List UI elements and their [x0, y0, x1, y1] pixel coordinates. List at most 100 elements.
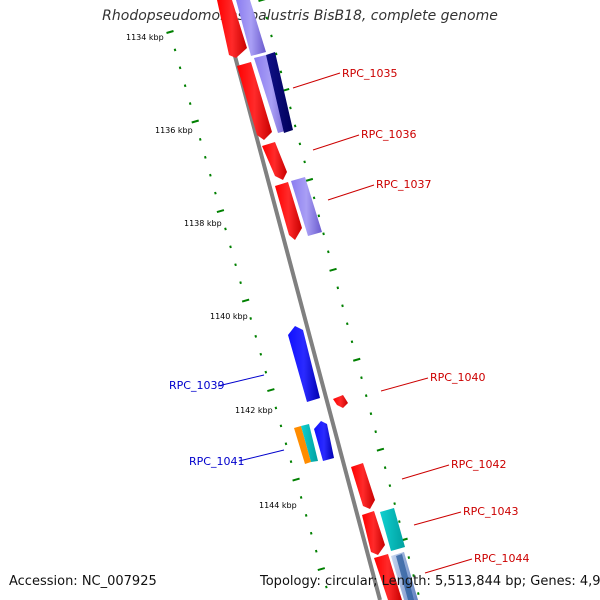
ruler-minor-tick [239, 281, 242, 285]
ruler-minor-tick [279, 70, 283, 74]
gene-feature[interactable] [333, 395, 348, 408]
ruler-minor-tick [229, 245, 232, 249]
ruler-major-tick [166, 30, 174, 34]
ruler-minor-tick [350, 340, 354, 344]
ruler-minor-tick [249, 317, 252, 320]
ruler-minor-tick [360, 376, 363, 380]
gene-feature[interactable] [314, 421, 334, 461]
gene-feature[interactable] [374, 554, 402, 600]
ruler-minor-tick [309, 531, 313, 535]
gene-feature[interactable] [262, 142, 287, 180]
ruler-minor-tick [289, 460, 293, 464]
ruler-minor-tick [270, 34, 273, 38]
ruler-minor-tick [299, 496, 303, 499]
gene-label-rpc-1037[interactable]: RPC_1037 [376, 178, 431, 191]
gene-feature[interactable] [275, 182, 302, 240]
gene-label-rpc-1041[interactable]: RPC_1041 [189, 455, 244, 468]
gene-label-rpc-1044[interactable]: RPC_1044 [474, 552, 529, 565]
ruler-minor-tick [274, 406, 278, 410]
ruler-label-1142: 1142 kbp [235, 406, 273, 415]
ruler-minor-tick [369, 412, 373, 416]
ruler-label-1136: 1136 kbp [155, 126, 193, 135]
ruler-minor-tick [303, 160, 306, 164]
gene-feature[interactable] [362, 511, 385, 555]
ruler-minor-tick [317, 214, 321, 218]
gene-feature[interactable] [288, 326, 320, 402]
ruler-minor-tick [178, 66, 182, 70]
ruler-minor-tick [393, 502, 396, 506]
ruler-minor-tick [298, 142, 302, 146]
gene-label-rpc-1036[interactable]: RPC_1036 [361, 128, 416, 141]
ruler-major-tick [305, 177, 314, 182]
ruler-minor-tick [374, 430, 377, 434]
ruler-major-tick [191, 119, 199, 124]
gene-label-rpc-1043[interactable]: RPC_1043 [463, 505, 518, 518]
gene-feature[interactable] [396, 554, 414, 600]
ruler-minor-tick [209, 173, 212, 177]
ruler-minor-tick [279, 424, 283, 428]
accession-text: Accession: NC_007925 [9, 574, 157, 589]
gene-feature[interactable] [237, 62, 272, 140]
ruler-minor-tick [173, 48, 177, 52]
ruler-minor-tick [325, 585, 328, 589]
gene-feature[interactable] [236, 0, 266, 56]
genome-backbone [218, 0, 382, 600]
gene-feature[interactable] [301, 424, 318, 462]
ruler-minor-tick [322, 232, 325, 236]
ruler-minor-tick [224, 227, 227, 231]
ruler-major-tick [216, 209, 225, 213]
ruler-minor-tick [214, 191, 217, 195]
topology-text: Topology: circular; Length: 5,513,844 bp… [260, 574, 600, 589]
ruler-label-1138: 1138 kbp [184, 219, 222, 228]
gene-feature[interactable] [291, 177, 322, 236]
ruler-minor-tick [274, 52, 278, 56]
ruler-major-tick [352, 357, 361, 362]
gene-feature[interactable] [217, 0, 247, 58]
ruler-major-tick [292, 477, 300, 482]
ruler-label-1144: 1144 kbp [259, 501, 297, 510]
ruler-minor-tick [264, 370, 268, 374]
ruler-minor-tick [183, 84, 187, 88]
gene-features [217, 0, 418, 600]
ruler-minor-tick [284, 442, 288, 446]
ruler-minor-tick [327, 250, 330, 254]
gene-feature[interactable] [294, 426, 311, 464]
ruler-dashes [166, 30, 328, 589]
ruler-major-tick [267, 388, 275, 393]
ruler-minor-tick [289, 106, 292, 110]
map-title: Rhodopseudomonas palustris BisB18, compl… [102, 8, 498, 24]
gene-label-rpc-1042[interactable]: RPC_1042 [451, 458, 506, 471]
ruler-minor-tick [383, 466, 387, 470]
ruler-minor-tick [259, 352, 263, 356]
gene-label-rpc-1039[interactable]: RPC_1039 [169, 379, 224, 392]
gene-feature[interactable] [380, 508, 405, 551]
ruler-major-tick [258, 0, 266, 2]
ruler-minor-tick [388, 484, 392, 488]
ruler-minor-tick [204, 155, 207, 159]
ruler-minor-tick [407, 556, 411, 560]
ruler-minor-tick [254, 334, 258, 338]
ruler-minor-tick [398, 520, 401, 524]
ruler-major-tick [329, 267, 337, 272]
gene-feature[interactable] [266, 52, 293, 133]
gene-label-rpc-1040[interactable]: RPC_1040 [430, 371, 485, 384]
ruler-minor-tick [314, 549, 318, 553]
ruler-label-1134: 1134 kbp [126, 33, 164, 42]
ruler-minor-tick [364, 394, 368, 398]
ruler-minor-tick [304, 513, 308, 517]
ruler-minor-tick [198, 137, 202, 141]
ruler-minor-tick [265, 16, 269, 20]
ruler-minor-tick [312, 196, 316, 200]
ruler-minor-tick [412, 574, 415, 577]
ruler-minor-tick [293, 124, 297, 128]
ruler-minor-tick [417, 592, 420, 595]
ruler-major-tick [317, 567, 326, 572]
ruler-minor-tick [188, 102, 192, 106]
ruler-minor-tick [336, 286, 340, 290]
ruler-minor-tick [345, 322, 349, 326]
gene-label-rpc-1035[interactable]: RPC_1035 [342, 67, 397, 80]
ruler-major-tick [376, 447, 385, 452]
gene-feature[interactable] [351, 463, 375, 509]
leader-lines [217, 72, 473, 574]
